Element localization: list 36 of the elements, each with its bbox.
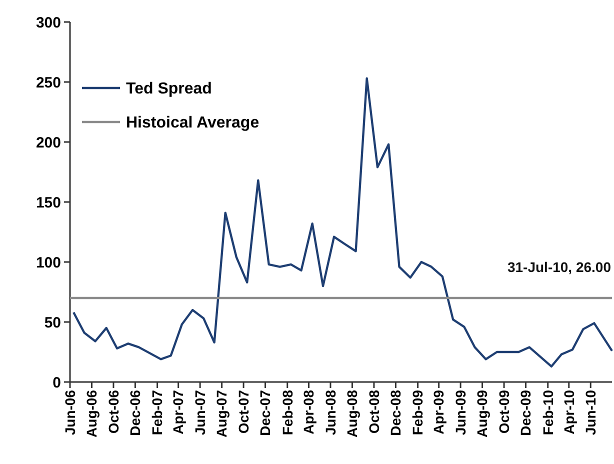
x-tick-label: Feb-09 xyxy=(410,390,426,436)
x-tick-label: Apr-10 xyxy=(560,390,577,434)
annotation: 31-Jul-10, 26.00 xyxy=(507,259,612,275)
x-tick-label: Dec-07 xyxy=(257,390,274,436)
y-tick-label: 250 xyxy=(36,74,61,92)
line-series xyxy=(72,77,614,368)
x-tick-label: Oct-09 xyxy=(496,390,512,434)
x-tick-label: Oct-07 xyxy=(235,390,252,434)
x-tick-label: Jun-09 xyxy=(452,390,468,436)
x-tick-label: Oct-06 xyxy=(105,390,122,434)
x-tick-label: Jun-08 xyxy=(322,390,338,436)
x-tick-label: Jun-07 xyxy=(192,390,208,436)
legend-label: Ted Spread xyxy=(126,80,212,98)
y-tick-label: 200 xyxy=(36,134,61,152)
y-tick-label: 150 xyxy=(36,194,61,212)
x-tick-label: Dec-08 xyxy=(388,390,404,436)
x-tick-label: Aug-09 xyxy=(474,390,490,438)
x-tick-label: Aug-08 xyxy=(344,390,360,438)
legend-label: Histoical Average xyxy=(126,114,260,132)
x-tick-label: Feb-08 xyxy=(279,390,296,436)
x-tick-label: Jun-10 xyxy=(582,390,599,436)
y-tick-label: 300 xyxy=(36,14,61,32)
x-tick-label: Jun-06 xyxy=(62,390,78,436)
x-tick-label: Apr-08 xyxy=(300,390,317,434)
x-tick-label: Aug-06 xyxy=(84,390,100,438)
x-tick-label: Dec-09 xyxy=(518,390,534,436)
x-tick-label: Apr-07 xyxy=(170,390,186,434)
y-tick-label: 0 xyxy=(52,374,61,392)
y-tick-label: 100 xyxy=(36,254,61,272)
x-tick-label: Feb-10 xyxy=(540,390,556,436)
x-tick-label: Dec-06 xyxy=(127,390,144,436)
y-tick-label: 50 xyxy=(44,314,61,332)
x-tick-label: Oct-08 xyxy=(366,390,382,434)
x-tick-label: Feb-07 xyxy=(149,390,166,436)
x-tick-label: Apr-09 xyxy=(430,390,447,434)
x-tick-label: Aug-07 xyxy=(214,390,230,438)
